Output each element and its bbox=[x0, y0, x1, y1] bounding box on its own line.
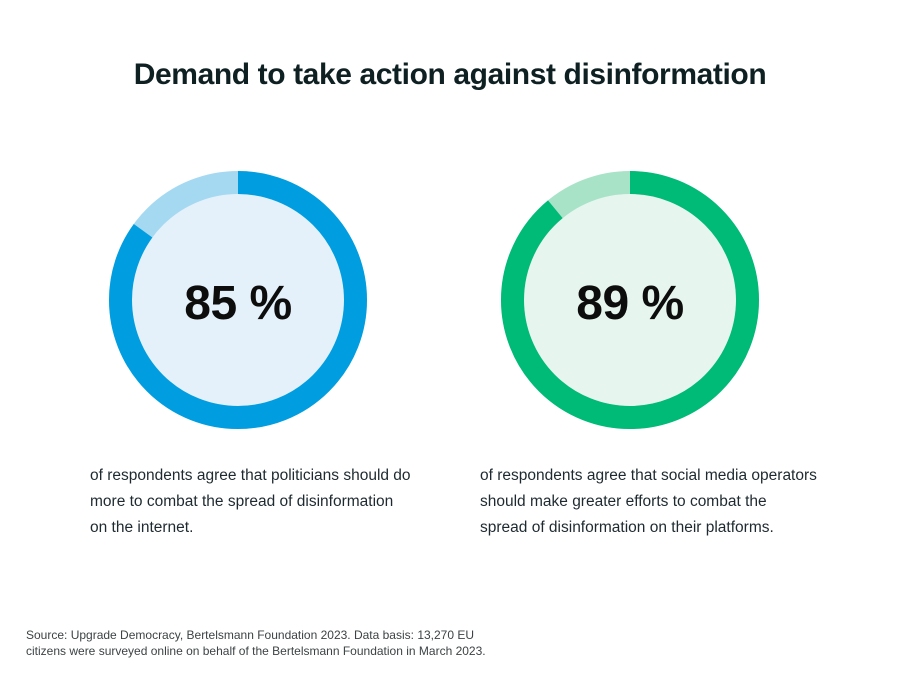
percent-label-politicians: 85 % bbox=[184, 276, 292, 330]
chart-description-politicians: of respondents agree that politicians sh… bbox=[90, 467, 411, 536]
donut-value-arc bbox=[109, 171, 367, 429]
source-note: Source: Upgrade Democracy, Bertelsmann F… bbox=[26, 628, 486, 658]
donut-svg-social-media bbox=[501, 171, 759, 429]
donut-svg-politicians bbox=[109, 171, 367, 429]
donut-value-arc bbox=[501, 171, 759, 429]
donut-chart-social-media: 89 % bbox=[501, 171, 759, 429]
chart-title: Demand to take action against disinforma… bbox=[133, 58, 767, 91]
percent-label-social-media: 89 % bbox=[576, 276, 684, 330]
chart-description-social-media: of respondents agree that social media o… bbox=[480, 467, 817, 536]
donut-chart-politicians: 85 % bbox=[109, 171, 367, 429]
